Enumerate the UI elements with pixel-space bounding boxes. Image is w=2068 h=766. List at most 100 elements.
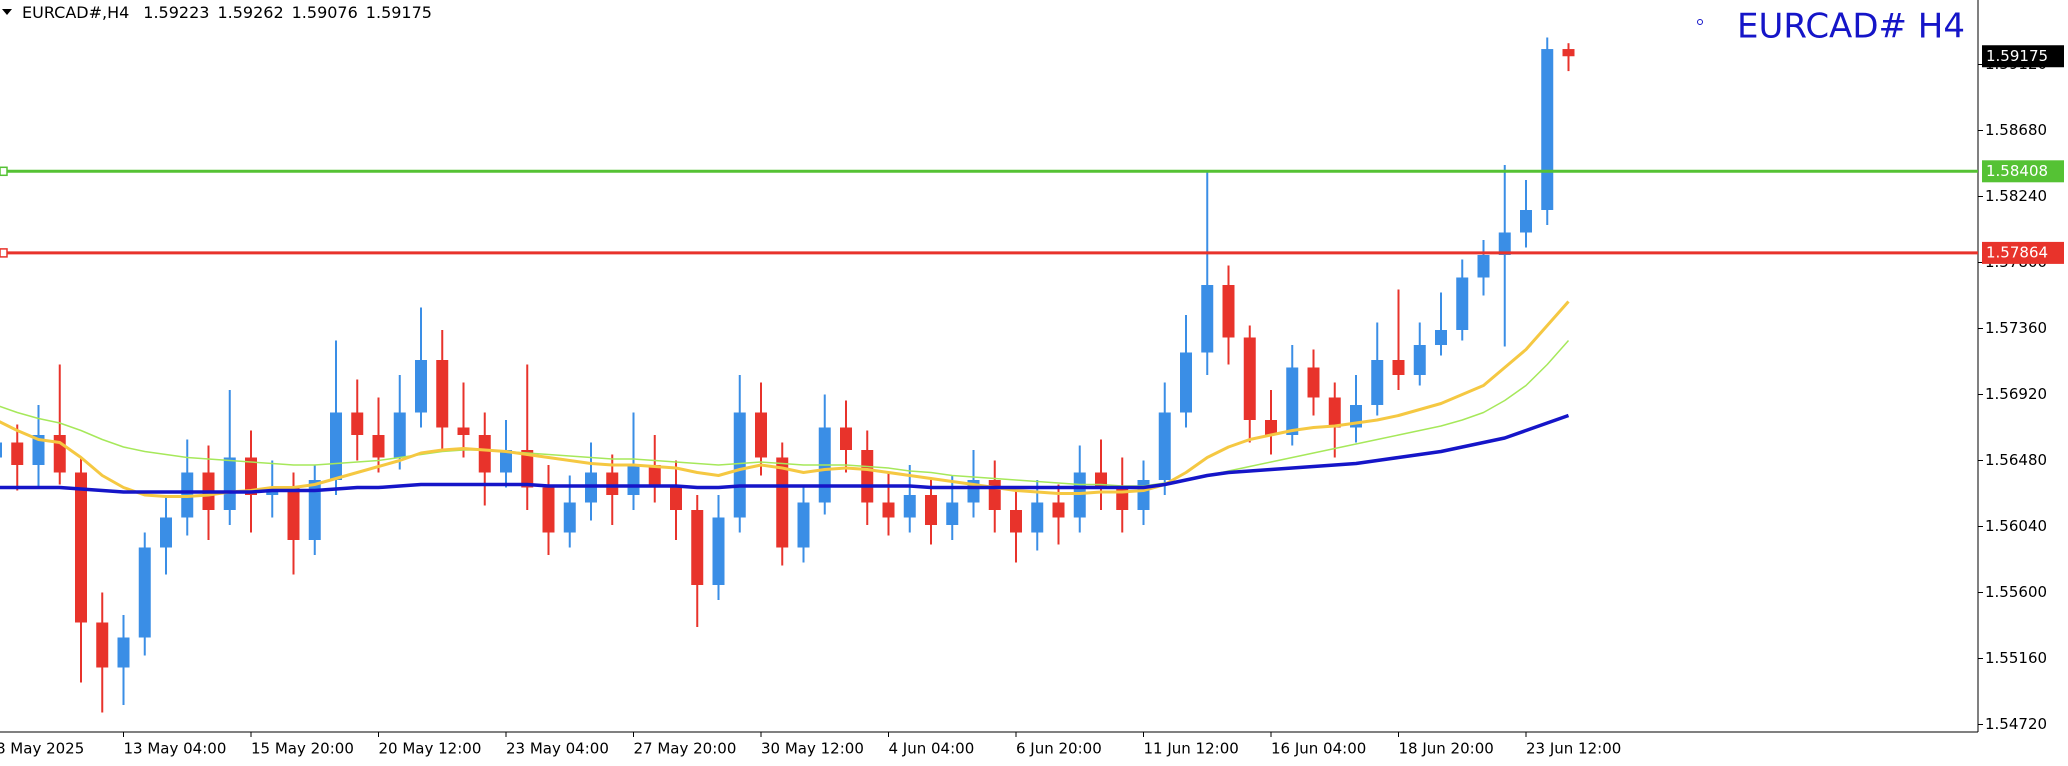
candle-body [117, 637, 130, 668]
y-tick-label: 1.56480 [1985, 451, 2047, 469]
candle-body [96, 622, 109, 668]
candle-body [308, 480, 321, 540]
level-tag [1982, 241, 2064, 264]
candle-body [1456, 277, 1469, 330]
candle-body [1477, 255, 1490, 278]
candle-body [776, 457, 789, 548]
candle-body [1371, 360, 1384, 405]
candle-body [287, 487, 300, 540]
candle-body [606, 472, 619, 495]
ohlc-value: 1.59262 [217, 3, 284, 22]
candle-body [861, 450, 874, 503]
x-tick-label: 27 May 20:00 [634, 740, 737, 758]
candle-body [478, 435, 491, 473]
candle-body [393, 412, 406, 458]
moving-average [0, 340, 1570, 487]
candle-body [1498, 232, 1511, 255]
symbol: EURCAD#,H4 [22, 3, 130, 22]
y-tick-label: 1.55600 [1985, 583, 2047, 601]
candle-body [436, 360, 449, 428]
level-label: 1.57864 [1986, 243, 2048, 261]
candle-body [925, 495, 937, 525]
candle-body [75, 472, 87, 623]
ohlc-value: 1.59175 [365, 3, 432, 22]
candle-body [1541, 49, 1554, 210]
price-label: 1.59175 [1986, 47, 2048, 65]
candle-body [1031, 502, 1044, 533]
candle-body [351, 412, 364, 435]
candle-body [1052, 502, 1065, 518]
y-tick-label: 1.54720 [1985, 715, 2047, 733]
candle-body [415, 360, 427, 413]
x-tick-label: 4 Jun 04:00 [889, 740, 975, 758]
candle-body [1265, 420, 1277, 435]
candle-body [946, 502, 959, 525]
candle-body [563, 502, 576, 533]
ohlc-value: 1.59076 [291, 3, 358, 22]
x-tick-label: 15 May 20:00 [251, 740, 354, 758]
candle-body [500, 450, 512, 473]
candle-body [1010, 510, 1022, 533]
x-tick-label: 11 Jun 12:00 [1144, 740, 1239, 758]
candle-body [1392, 360, 1405, 375]
y-tick-label: 1.55160 [1985, 649, 2047, 667]
candle-body [330, 412, 342, 480]
level-tag [1982, 160, 2064, 183]
candle-body [903, 495, 916, 518]
x-tick-label: 20 May 12:00 [379, 740, 482, 758]
y-tick-label: 1.58680 [1985, 121, 2047, 139]
candle-body [542, 487, 555, 533]
candle-body [1137, 480, 1150, 510]
candle-body [1307, 367, 1320, 398]
candle-body [1180, 352, 1192, 413]
title-anchor [1697, 19, 1703, 25]
candle-body [1520, 210, 1532, 233]
chart-title: EURCAD# H4 [1737, 7, 1965, 47]
x-tick-label: 8 May 2025 [0, 740, 84, 758]
moving-average [0, 413, 1570, 494]
candle-body [32, 435, 45, 465]
candle-body [1435, 330, 1447, 345]
level-handle [0, 248, 8, 258]
candle-body [648, 465, 661, 488]
candle-body [1222, 285, 1235, 338]
candle-body [882, 502, 895, 518]
candle-body [988, 480, 1001, 510]
candle-body [840, 427, 852, 450]
candle-body [670, 487, 682, 510]
candle-body [627, 465, 640, 495]
moving-average [0, 300, 1570, 498]
candle-body [223, 457, 236, 510]
candle-body [245, 457, 257, 495]
menu-arrow [2, 9, 12, 15]
candle-body [1243, 337, 1256, 420]
candle-body [797, 502, 810, 548]
x-tick-label: 18 Jun 20:00 [1399, 740, 1494, 758]
x-tick-label: 16 Jun 04:00 [1271, 740, 1366, 758]
x-tick-label: 23 Jun 12:00 [1526, 740, 1621, 758]
y-tick-label: 1.56040 [1985, 517, 2047, 535]
candle-body [457, 427, 470, 435]
candle-body [372, 435, 385, 458]
level-label: 1.58408 [1986, 162, 2048, 180]
candle-body [691, 510, 704, 585]
candle-body [138, 547, 151, 638]
candle-body [1201, 285, 1214, 353]
candle-body [11, 442, 24, 465]
candle-body [733, 412, 746, 518]
candle-body [1562, 49, 1575, 57]
x-tick-label: 30 May 12:00 [761, 740, 864, 758]
candle-body [1328, 397, 1341, 428]
y-tick-label: 1.58240 [1985, 187, 2047, 205]
x-tick-label: 13 May 04:00 [124, 740, 227, 758]
candle-body [521, 450, 534, 488]
y-tick-label: 1.57360 [1985, 319, 2047, 337]
level-handle [0, 166, 8, 177]
x-tick-label: 6 Jun 20:00 [1016, 740, 1102, 758]
ohlc-value: 1.59223 [143, 3, 210, 22]
candle-body [1413, 345, 1426, 375]
candle-body [712, 517, 725, 585]
candle-body [160, 517, 172, 548]
